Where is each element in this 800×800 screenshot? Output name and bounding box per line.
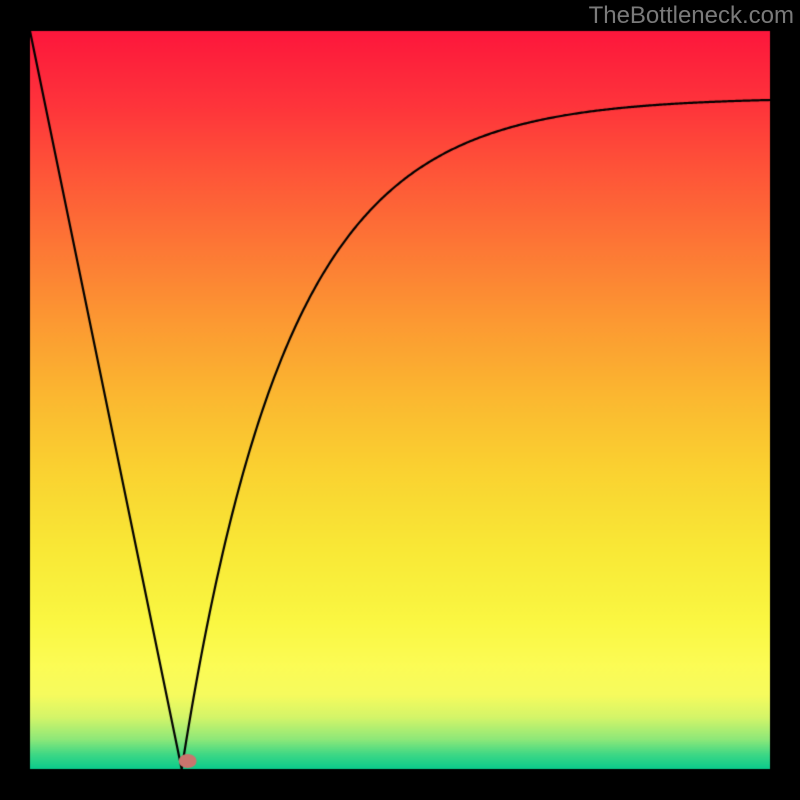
watermark-text: TheBottleneck.com [589, 2, 794, 30]
bottleneck-curve-chart [0, 0, 800, 800]
chart-container: TheBottleneck.com [0, 0, 800, 800]
